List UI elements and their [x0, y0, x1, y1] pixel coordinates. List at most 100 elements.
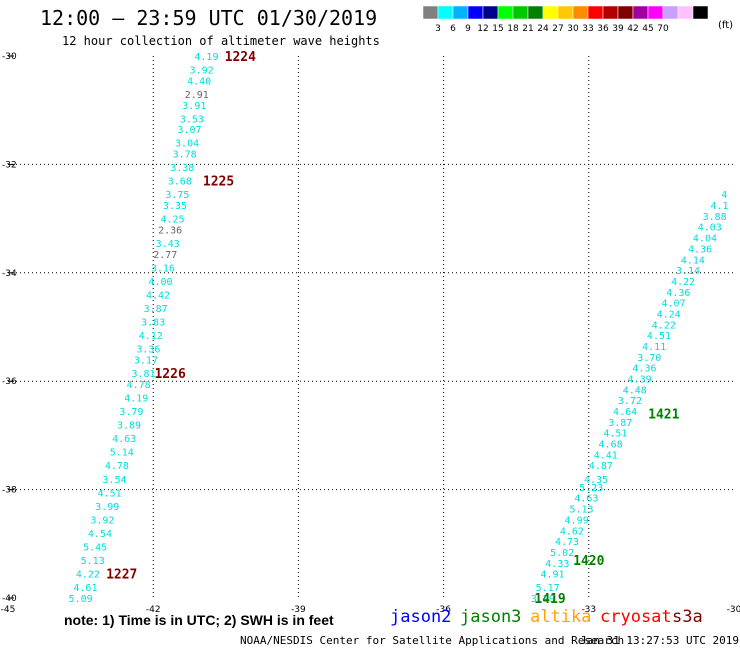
y-tick-label: -36: [2, 377, 17, 387]
track-b-point-label: 4.24: [657, 309, 681, 320]
track-a-time-label: 1224: [225, 50, 256, 65]
track-a-point-label: 4.54: [88, 529, 112, 540]
track-a-point-label: 4.63: [112, 434, 136, 445]
track-b-point-label: 4.99: [565, 515, 589, 526]
color-scale-swatch: [527, 5, 544, 20]
color-scale-label: 30: [567, 24, 579, 34]
track-b-point-label: 4.36: [666, 288, 690, 299]
track-a-point-label: 3.04: [175, 139, 199, 150]
track-b-point-label: 4.63: [574, 494, 598, 505]
track-a-point-label: 4.19: [124, 393, 148, 404]
footer-timestamp: Jan 31 13:27:53 UTC 2019: [580, 634, 739, 647]
footer-note: note: 1) Time is in UTC; 2) SWH is in fe…: [64, 612, 334, 628]
track-a-point-label: 3.78: [173, 150, 197, 161]
color-scale-label: 42: [627, 24, 638, 34]
track-a-point-label: 3.53: [180, 114, 204, 125]
color-scale-swatch: [617, 5, 634, 20]
color-scale-label: 9: [465, 24, 471, 34]
color-scale-label: 39: [612, 24, 624, 34]
color-scale-swatch: [662, 5, 679, 20]
track-a-time-label: 1227: [106, 568, 137, 583]
track-a-point-label: 3.92: [90, 515, 114, 526]
color-scale-swatch: [572, 5, 589, 20]
track-a-point-label: 3.75: [165, 190, 189, 201]
track-a-point-label: 4.12: [139, 331, 163, 342]
track-b-point-label: 3.14: [676, 266, 700, 277]
track-a-point-label: 4.19: [194, 52, 218, 63]
track-b-point-label: 5.23: [579, 483, 603, 494]
track-a-point-label: 3.81: [131, 369, 155, 380]
track-b-point-label: 4.04: [693, 234, 717, 245]
track-b-time-label: 1420: [573, 554, 604, 569]
track-b-point-label: 3.88: [703, 212, 727, 223]
track-b-time-label: 1421: [648, 408, 679, 423]
color-scale-label: 6: [450, 24, 456, 34]
track-a-point-label: 4.42: [146, 290, 170, 301]
track-a-point-label: 5.09: [69, 594, 93, 605]
x-tick-label: -30: [727, 605, 740, 615]
track-b-point-label: 4.07: [661, 299, 685, 310]
track-a-point-label: 3.43: [156, 239, 180, 250]
track-b-point-label: 3.70: [637, 353, 661, 364]
color-scale-swatch: [632, 5, 649, 20]
track-a-point-label: 3.83: [141, 318, 165, 329]
track-b-point-label: 4.51: [647, 331, 671, 342]
x-tick-label: -36: [436, 605, 451, 615]
track-b-point-label: 4.11: [642, 342, 666, 353]
track-a-point-label: 4.00: [148, 277, 172, 288]
color-scale-label: 24: [537, 24, 549, 34]
track-b-point-label: 4.36: [688, 244, 712, 255]
legend-jason3: jason3: [460, 607, 522, 627]
track-b-point-label: 4.87: [589, 461, 613, 472]
track-a-point-label: 3.54: [102, 475, 126, 486]
track-b-point-label: 5.02: [550, 548, 574, 559]
track-b-point-label: 4.91: [540, 570, 564, 581]
legend-jason2: jason2: [390, 607, 452, 627]
track-a-point-label: 3.16: [151, 263, 175, 274]
color-scale-label: 45: [642, 24, 653, 34]
color-scale-swatch: [677, 5, 694, 20]
color-scale-swatch: [422, 5, 439, 20]
track-b-point-label: 3.87: [608, 418, 632, 429]
track-b-point-label: 4.62: [560, 526, 584, 537]
track-b-point-label: 4.73: [555, 537, 579, 548]
track-b-point-label: 4.41: [594, 450, 618, 461]
track-a-point-label: 5.45: [83, 543, 107, 554]
track-b-point-label: 4.39: [628, 374, 652, 385]
track-b-point-label: 4.22: [652, 320, 676, 331]
track-a-point-label: 5.13: [81, 556, 105, 567]
color-scale-label: 33: [582, 24, 593, 34]
chart-title: 12:00 — 23:59 UTC 01/30/2019: [40, 6, 378, 30]
track-b-point-label: 4.1: [710, 201, 728, 212]
color-scale-swatch: [602, 5, 619, 20]
color-scale-swatch: [437, 5, 454, 20]
track-a-point-label: 4.25: [161, 215, 185, 226]
track-a-time-label: 1225: [203, 175, 234, 190]
track-a-point-label: 4.22: [76, 570, 100, 581]
color-scale-swatch: [497, 5, 514, 20]
y-tick-label: -40: [2, 594, 17, 604]
x-tick-label: -42: [146, 605, 161, 615]
y-tick-label: -30: [2, 52, 17, 62]
y-tick-label: -38: [2, 486, 17, 496]
track-b-point-label: 4.64: [613, 407, 637, 418]
track-b-point-label: 4: [721, 190, 727, 201]
track-a-point-label: 5.14: [110, 448, 134, 459]
color-scale-label: 15: [492, 24, 503, 34]
color-scale-label: 3: [435, 24, 441, 34]
track-b-point-label: 4.48: [623, 385, 647, 396]
track-b-point-label: 4.35: [584, 475, 608, 486]
track-b-point-label: 5.13: [569, 505, 593, 516]
color-scale-swatch: [587, 5, 604, 20]
track-a-point-label: 4.78: [105, 461, 129, 472]
track-b-point-label: 5.17: [536, 583, 560, 594]
track-a-point-label: 2.91: [185, 90, 209, 101]
track-b-point-label: 4.22: [671, 277, 695, 288]
track-a-point-label: 4.61: [73, 583, 97, 594]
track-a-point-label: 3.92: [190, 66, 214, 77]
track-b-point-label: 3.29: [531, 594, 555, 605]
x-tick-label: -39: [291, 605, 306, 615]
color-scale-label: 21: [522, 24, 533, 34]
track-b-time-label: 1419: [534, 592, 565, 607]
